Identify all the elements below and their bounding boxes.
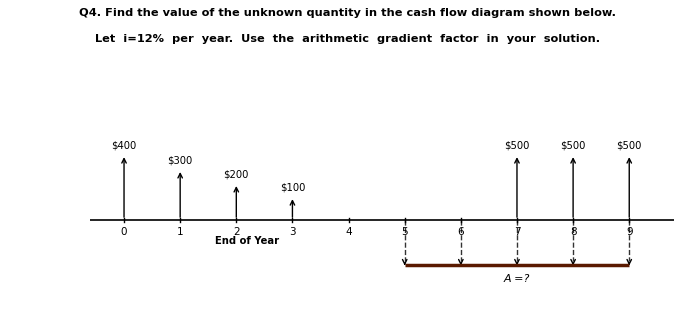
Text: 7: 7 (514, 227, 521, 237)
Text: Let  i=12%  per  year.  Use  the  arithmetic  gradient  factor  in  your  soluti: Let i=12% per year. Use the arithmetic g… (95, 34, 600, 44)
Text: End of Year: End of Year (215, 236, 279, 246)
Text: $500: $500 (560, 141, 586, 151)
Text: 4: 4 (345, 227, 352, 237)
Text: 5: 5 (402, 227, 408, 237)
Text: $100: $100 (280, 183, 305, 193)
Text: 9: 9 (626, 227, 632, 237)
Text: 1: 1 (177, 227, 183, 237)
Text: $300: $300 (167, 156, 193, 166)
Text: $500: $500 (616, 141, 642, 151)
Text: $200: $200 (224, 170, 249, 180)
Text: $400: $400 (111, 141, 137, 151)
Text: 6: 6 (457, 227, 464, 237)
Text: $500: $500 (505, 141, 530, 151)
Text: 0: 0 (121, 227, 127, 237)
Text: 8: 8 (570, 227, 576, 237)
Text: 3: 3 (289, 227, 296, 237)
Text: Q4. Find the value of the unknown quantity in the cash flow diagram shown below.: Q4. Find the value of the unknown quanti… (79, 8, 616, 18)
Text: A =?: A =? (504, 274, 530, 284)
Text: 2: 2 (233, 227, 240, 237)
